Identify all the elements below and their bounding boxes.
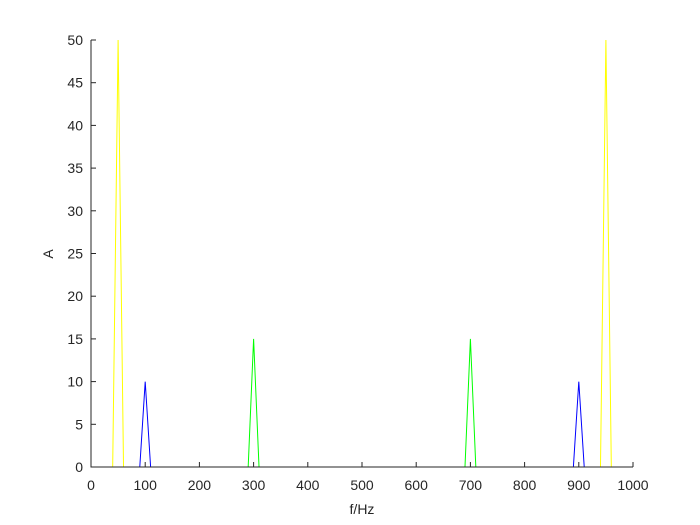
y-axis-label: A: [40, 249, 56, 259]
y-tick-label: 35: [67, 160, 83, 176]
x-tick-label: 700: [459, 477, 483, 493]
y-tick-label: 20: [67, 288, 83, 304]
series-line: [91, 381, 633, 468]
x-tick-label: 200: [188, 477, 212, 493]
axes: [90, 40, 633, 468]
y-tick-label: 30: [67, 203, 83, 219]
y-tick-label: 10: [67, 374, 83, 390]
y-tick-label: 0: [75, 459, 83, 475]
y-tick-label: 25: [67, 246, 83, 262]
x-tick-label: 400: [296, 477, 320, 493]
x-tick-label: 800: [513, 477, 537, 493]
x-tick-label: 300: [242, 477, 266, 493]
y-tick-label: 15: [67, 331, 83, 347]
series-line: [91, 39, 633, 468]
x-tick-label: 1000: [617, 477, 648, 493]
series-line: [91, 338, 633, 468]
y-tick-label: 45: [67, 75, 83, 91]
x-axis-label: f/Hz: [350, 501, 375, 517]
x-tick-label: 900: [567, 477, 591, 493]
x-tick-label: 100: [134, 477, 158, 493]
y-tick-label: 40: [67, 117, 83, 133]
x-tick-label: 600: [405, 477, 429, 493]
y-tick-label: 5: [75, 416, 83, 432]
x-tick-label: 0: [87, 477, 95, 493]
y-tick-label: 50: [67, 32, 83, 48]
x-tick-label: 500: [350, 477, 374, 493]
